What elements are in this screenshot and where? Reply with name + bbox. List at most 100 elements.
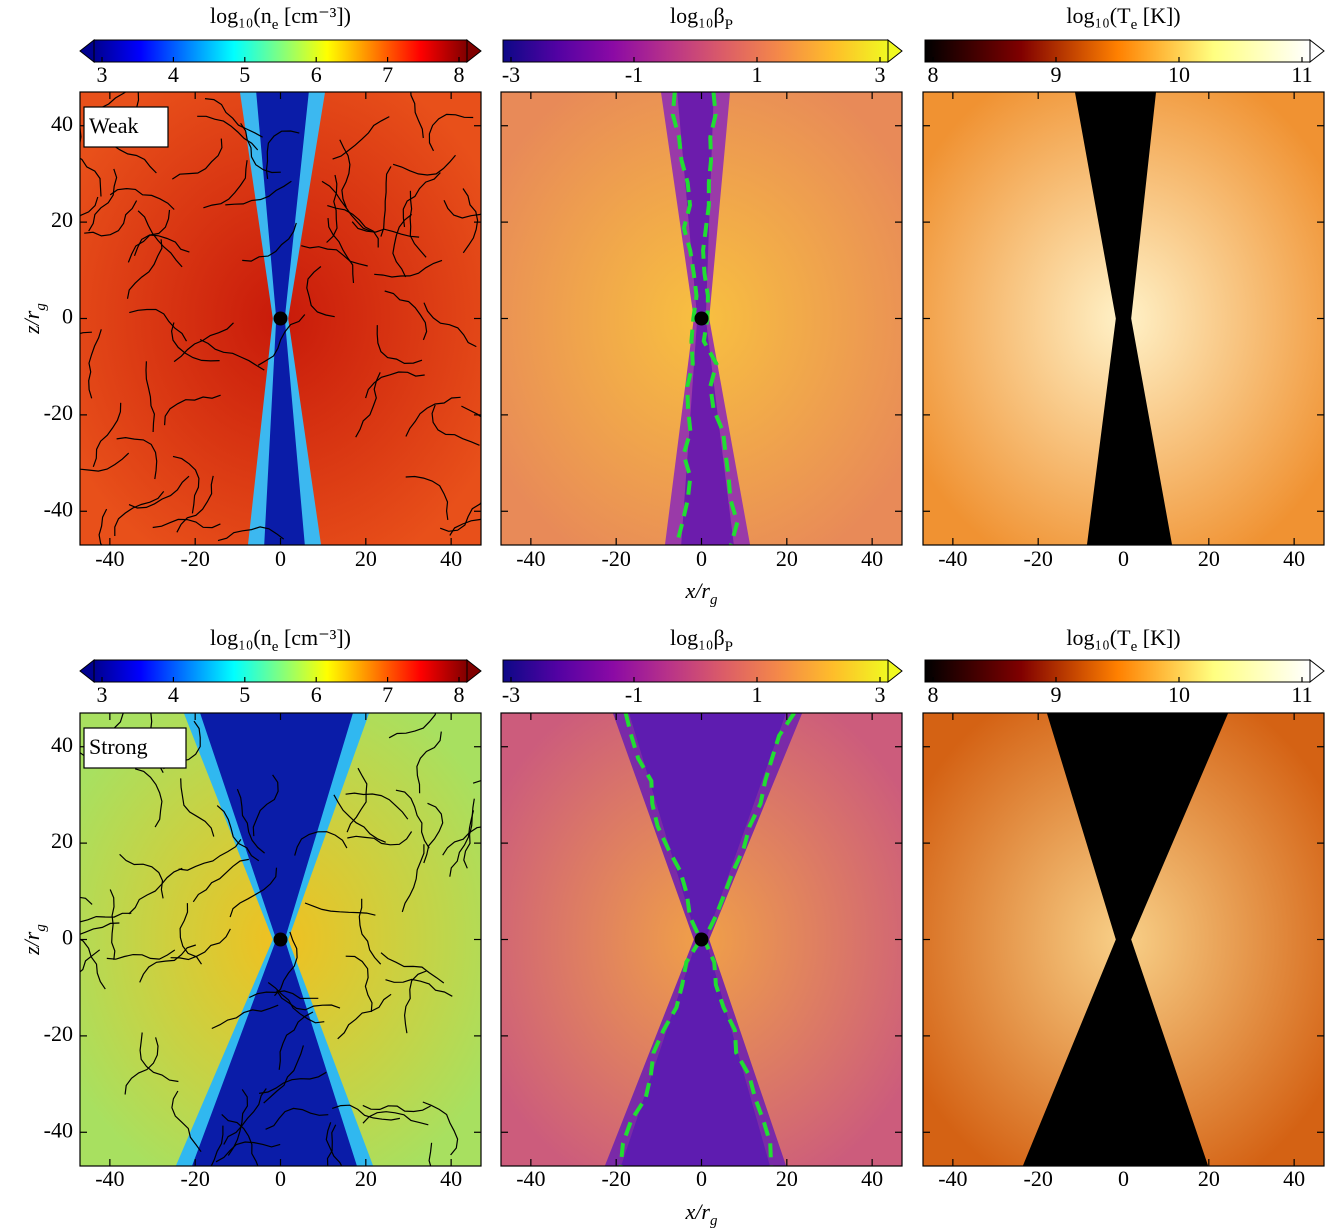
panel-label: Weak xyxy=(89,113,139,138)
colorbar-tick-label: 3 xyxy=(97,682,108,707)
streamline xyxy=(428,113,474,152)
streamline xyxy=(137,210,183,268)
streamline xyxy=(116,436,158,480)
streamline xyxy=(80,938,106,990)
y-tick-label: 20 xyxy=(51,828,73,853)
x-tick-label: -20 xyxy=(1024,546,1053,571)
colorbar-extend xyxy=(1309,658,1325,684)
x-tick-label: 0 xyxy=(275,1166,286,1191)
heatmap xyxy=(80,713,481,1166)
x-tick-label: -40 xyxy=(95,1166,124,1191)
x-axis-label-part: g xyxy=(710,592,718,608)
streamline xyxy=(306,266,335,318)
streamline xyxy=(265,1107,329,1130)
streamline xyxy=(203,160,248,209)
streamline xyxy=(170,928,231,961)
colorbar-tick-label: 8 xyxy=(454,62,465,87)
streamline xyxy=(164,394,221,426)
streamline xyxy=(267,982,325,1024)
streamline xyxy=(170,322,220,362)
heatmap xyxy=(923,92,1324,545)
streamline xyxy=(215,1141,281,1163)
colorbar-label-part: e xyxy=(1131,639,1138,655)
x-tick-label: 20 xyxy=(355,546,377,571)
streamline xyxy=(355,372,381,438)
x-tick-label: 40 xyxy=(861,546,883,571)
colorbar xyxy=(502,39,889,63)
streamline xyxy=(80,157,102,197)
streamline xyxy=(362,1104,431,1113)
x-tick-label: -40 xyxy=(938,1166,967,1191)
y-tick-label: -20 xyxy=(44,1021,73,1046)
streamline xyxy=(410,92,424,139)
streamline xyxy=(199,339,265,371)
y-axis-label-part: g xyxy=(33,924,49,932)
streamline xyxy=(380,166,392,237)
x-tick-label: -20 xyxy=(181,546,210,571)
streamline xyxy=(405,396,461,437)
annotation-box xyxy=(83,106,169,148)
streamline xyxy=(345,792,409,820)
x-tick-label: -40 xyxy=(516,546,545,571)
streamline xyxy=(326,1124,337,1166)
streamline xyxy=(449,810,475,877)
streamline xyxy=(325,1122,343,1166)
streamline xyxy=(327,218,355,284)
streamline xyxy=(128,475,190,509)
streamline xyxy=(88,329,102,399)
colorbar xyxy=(924,659,1311,683)
streamline xyxy=(127,209,171,263)
streamline xyxy=(401,844,425,913)
streamline xyxy=(416,731,442,794)
streamline xyxy=(88,168,118,232)
heatmap xyxy=(923,713,1324,1166)
colorbar-tick-label: -1 xyxy=(625,62,643,87)
colorbar-tick-label: 6 xyxy=(311,62,322,87)
streamline xyxy=(423,802,444,864)
x-axis-label-part: g xyxy=(710,1213,718,1229)
streamline xyxy=(204,98,263,138)
colorbar-extend xyxy=(887,658,903,684)
streamline xyxy=(301,245,368,267)
streamline xyxy=(109,187,175,210)
streamline xyxy=(98,508,108,545)
streamline xyxy=(385,978,453,997)
streamline xyxy=(259,1071,327,1094)
x-tick-label: 0 xyxy=(1118,546,1129,571)
x-tick-label: 0 xyxy=(696,1166,707,1191)
x-axis-label: x/rg xyxy=(685,1199,718,1229)
streamline xyxy=(119,853,164,899)
streamline xyxy=(128,867,183,915)
colorbar-label-part: e xyxy=(272,17,279,33)
x-tick-label: -40 xyxy=(95,546,124,571)
colorbar-label-part: log₁₀(T xyxy=(1066,625,1131,650)
streamline xyxy=(229,867,278,918)
x-axis-label: x/rg xyxy=(685,578,718,608)
colorbar-tick-label: 4 xyxy=(168,62,179,87)
streamline xyxy=(263,1045,304,1104)
streamline xyxy=(274,931,298,997)
x-tick-label: -20 xyxy=(602,546,631,571)
streamline xyxy=(392,213,413,278)
colorbar xyxy=(502,659,889,683)
x-tick-label: -20 xyxy=(602,1166,631,1191)
colorbar-label: log₁₀(ne [cm⁻³]) xyxy=(210,625,351,655)
streamline xyxy=(276,990,341,1011)
colorbar-tick-label: -1 xyxy=(625,682,643,707)
streamline xyxy=(171,1090,202,1153)
streamline xyxy=(152,518,221,529)
streamline xyxy=(211,1004,279,1030)
streamline xyxy=(249,990,319,1000)
y-tick-label: -40 xyxy=(44,496,73,521)
streamline xyxy=(80,196,99,218)
y-axis-label-part: g xyxy=(33,303,49,311)
y-tick-label: 40 xyxy=(51,732,73,757)
colorbar-tick-label: 10 xyxy=(1168,682,1190,707)
x-axis-label-part: x/r xyxy=(685,578,711,603)
streamline xyxy=(388,713,437,739)
x-tick-label: -40 xyxy=(938,546,967,571)
streamline xyxy=(134,768,163,828)
streamline xyxy=(242,222,297,262)
colorbar-label-part: log₁₀(n xyxy=(210,3,272,28)
streamline xyxy=(304,902,376,916)
